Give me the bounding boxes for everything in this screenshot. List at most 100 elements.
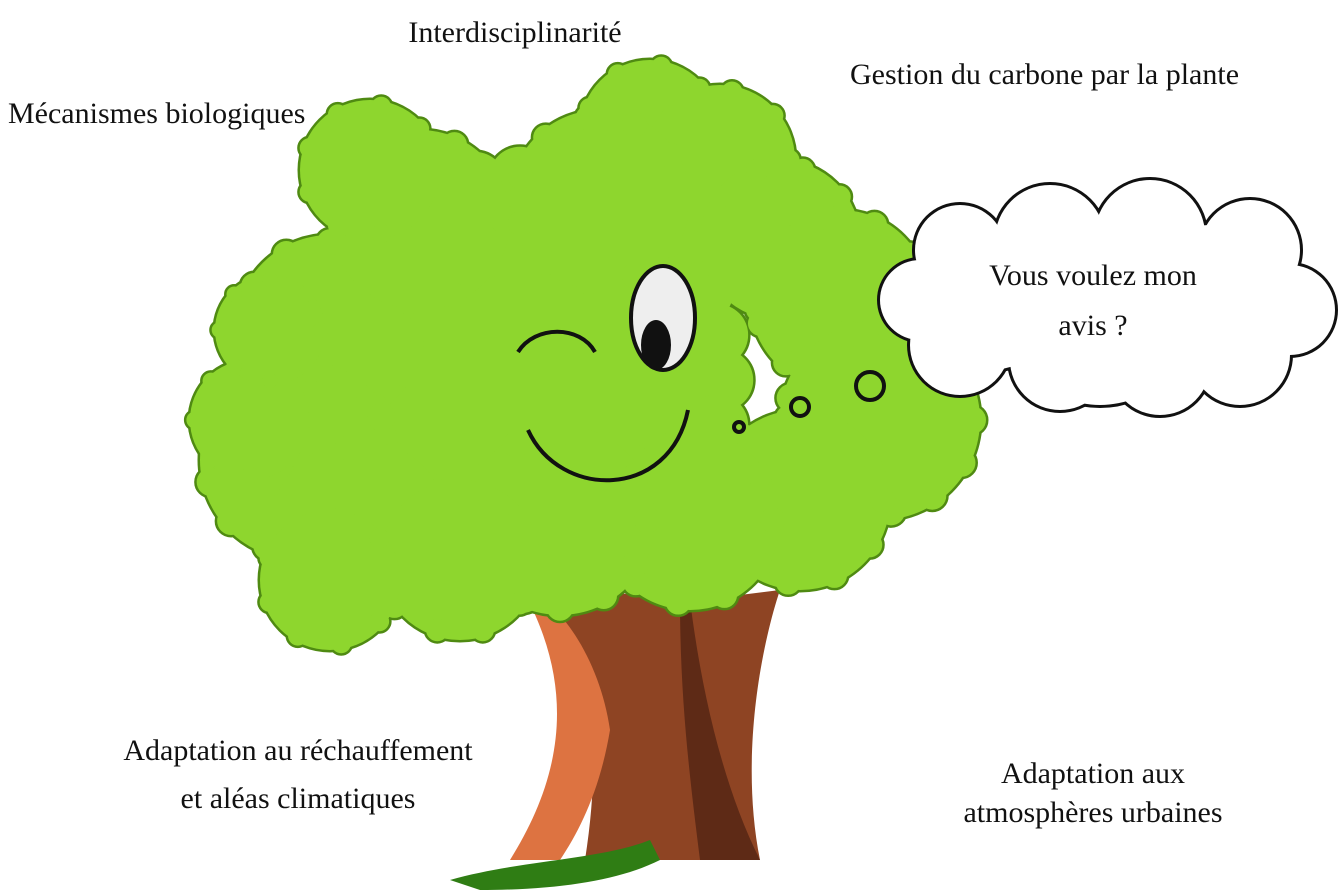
cloud-lobe: [331, 634, 351, 654]
cloud-lobe: [262, 272, 277, 287]
cloud-lobe: [622, 550, 649, 577]
cloud-lobe: [773, 225, 798, 250]
cloud-lobe: [472, 479, 494, 501]
cloud-lobe: [371, 97, 391, 117]
cloud-lobe: [370, 612, 390, 632]
cloud-lobe: [862, 212, 887, 237]
cloud-lobe: [828, 186, 850, 208]
bubble-line: Vous voulez mon: [989, 259, 1197, 292]
cloud-lobe: [508, 592, 530, 614]
cloud-lobe: [298, 358, 313, 373]
cloud-lobe: [822, 412, 847, 437]
cloud-lobe: [300, 182, 320, 202]
thought-bubble: [880, 180, 1335, 415]
cloud-lobe: [503, 431, 530, 458]
cloud-lobe: [547, 419, 574, 446]
cloud-lobe: [695, 229, 717, 251]
cloud-lobe: [392, 360, 419, 387]
cloud-lobe: [870, 487, 895, 512]
cloud-lobe: [748, 311, 773, 336]
bubble-line: avis ?: [1058, 309, 1127, 342]
cloud-lobe: [533, 125, 558, 150]
cloud-lobe: [958, 406, 986, 434]
label: Gestion du carbone par la plante: [850, 58, 1239, 91]
cloud-lobe: [262, 373, 277, 388]
cloud-lobe: [203, 451, 220, 468]
cloud-lobe: [797, 345, 825, 373]
cloud-lobe: [297, 412, 314, 429]
cloud-lobe: [657, 143, 682, 168]
cloud-lobe: [608, 64, 628, 84]
cloud-lobe: [328, 216, 348, 236]
cloud-lobe: [260, 592, 280, 612]
cloud-lobe: [746, 159, 768, 181]
cloud-lobe: [442, 283, 467, 308]
cloud-lobe: [426, 479, 448, 501]
cloud-lobe: [947, 449, 975, 477]
cloud-lobe: [657, 232, 682, 257]
cloud-lobe: [508, 211, 533, 236]
cloud-lobe: [298, 287, 313, 302]
cloud-lobe: [389, 506, 411, 528]
cloud-lobe: [857, 532, 882, 557]
cloud-lobe: [212, 322, 227, 337]
cloud-lobe: [762, 105, 783, 126]
cloud-lobe: [792, 159, 814, 181]
cloud-lobe: [576, 269, 601, 294]
cloud-lobe: [404, 317, 431, 344]
cloud-lobe: [385, 570, 405, 590]
cloud-lobe: [651, 57, 671, 77]
cloud-lobe: [380, 480, 540, 640]
cloud-lobe: [857, 443, 882, 468]
cloud-lobe: [371, 224, 391, 244]
cloud-lobe: [670, 187, 695, 212]
cloud-lobe: [426, 619, 448, 641]
cloud-lobe: [816, 205, 841, 230]
cloud-lobe: [260, 548, 280, 568]
cloud-lobe: [338, 370, 366, 398]
cloud-lobe: [748, 264, 773, 289]
cloud-lobe: [477, 252, 502, 277]
label: Adaptation aux: [1001, 757, 1185, 790]
label: Adaptation au réchauffement: [123, 734, 473, 767]
label: atmosphères urbaines: [963, 796, 1222, 829]
cloud-lobe: [522, 549, 544, 571]
cloud-lobe: [508, 164, 533, 189]
cloud-lobe: [410, 202, 430, 222]
cloud-lobe: [634, 507, 661, 534]
cloud-lobe: [288, 626, 308, 646]
label: Mécanismes biologiques: [8, 97, 305, 130]
cloud-lobe: [242, 467, 259, 484]
cloud-lobe: [273, 241, 300, 268]
cloud-lobe: [776, 405, 801, 430]
cloud-lobe: [822, 563, 847, 588]
cloud-lobe: [747, 552, 772, 577]
cloud-lobe: [382, 442, 407, 467]
cloud-lobe: [217, 507, 245, 535]
cloud-lobe: [328, 104, 348, 124]
cloud-lobe: [880, 260, 960, 340]
cloud-lobe: [336, 435, 361, 460]
pupil: [641, 320, 671, 370]
cloud-lobe: [281, 451, 298, 468]
cloud-lobe: [590, 582, 617, 609]
label: Interdisciplinarité: [408, 16, 621, 49]
label: et aléas climatiques: [181, 782, 416, 815]
cloud-lobe: [370, 529, 390, 549]
cloud-lobe: [353, 270, 378, 295]
cloud-lobe: [576, 105, 601, 130]
cloud-lobe: [590, 431, 617, 458]
cloud-lobe: [547, 594, 574, 621]
cloud-lobe: [288, 514, 308, 534]
foliage: [186, 57, 986, 653]
cloud-lobe: [396, 289, 421, 314]
cloud-lobe: [227, 287, 242, 302]
cloud-lobe: [712, 432, 737, 457]
cloud-lobe: [760, 507, 785, 532]
cloud-lobe: [776, 569, 801, 594]
cloud-lobe: [186, 412, 203, 429]
cloud-lobe: [709, 186, 731, 208]
cloud-lobe: [709, 272, 731, 294]
cloud-lobe: [721, 82, 742, 103]
cloud-lobe: [410, 119, 430, 139]
